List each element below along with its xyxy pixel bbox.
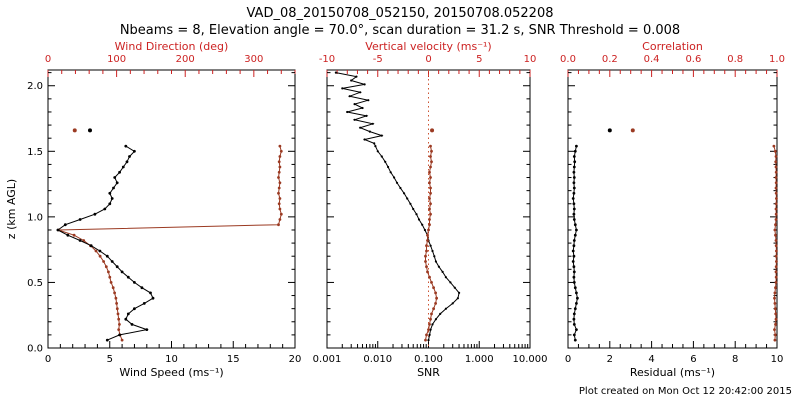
x-axis-top: -10 -5 0 5 10 Vertical velocity (ms⁻¹) (319, 40, 537, 77)
plot-subtitle: Nbeams = 8, Elevation angle = 70.0°, sca… (119, 23, 681, 38)
tick-label: -10 (319, 54, 335, 65)
tick-label: 0.100 (414, 354, 443, 365)
tick-label: 2 (607, 354, 613, 365)
tick-label: 10 (165, 354, 178, 365)
panel-snr: 0.001 0.010 0.100 1.000 10.000 SNR -10 -5 0 5 10 Ve… (313, 40, 548, 379)
plot-title: VAD_08_20150708_052150, 20150708.052208 (246, 6, 554, 21)
tick-label: 8 (732, 354, 738, 365)
x-axis-bottom: 0.001 0.010 0.100 1.000 10.000 SNR (313, 341, 548, 379)
axis-label-top: Correlation (642, 40, 703, 53)
tick-label: 6 (690, 354, 696, 365)
series-wind-direction (56, 128, 283, 342)
x-axis-bottom: 0 2 4 6 8 10 Residual (ms⁻¹) (565, 341, 784, 379)
tick-label: 20 (289, 354, 302, 365)
axis-label-top: Wind Direction (deg) (115, 40, 229, 53)
x-axis-bottom: 0 5 10 15 20 Wind Speed (ms⁻¹) (45, 341, 302, 379)
tick-label: 0 (45, 354, 51, 365)
tick-label: 0 (45, 54, 51, 65)
outlier-vertical-velocity (430, 128, 435, 133)
tick-label: 10.000 (513, 354, 548, 365)
series-snr (334, 71, 461, 342)
y-tick-label: 2.0 (27, 81, 43, 92)
outlier-wind-speed (87, 128, 92, 133)
series-residual (571, 128, 612, 342)
tick-label: -5 (373, 54, 383, 65)
tick-label: 0.2 (602, 54, 618, 65)
y-tick-label: 1.0 (27, 212, 43, 223)
tick-label: 15 (227, 354, 240, 365)
tick-label: 0.010 (363, 354, 392, 365)
outlier-correlation (630, 128, 635, 133)
tick-label: 0 (565, 354, 571, 365)
tick-label: 4 (648, 354, 654, 365)
x-axis-top: 0.0 0.2 0.4 0.6 0.8 1.0 Correlation (560, 40, 785, 77)
y-tick-label: 1.5 (27, 147, 43, 158)
tick-label: 300 (244, 54, 263, 65)
series-wind-speed (56, 128, 155, 342)
tick-label: 200 (176, 54, 195, 65)
y-axis (568, 72, 777, 349)
tick-label: 0.8 (727, 54, 743, 65)
tick-label: 5 (107, 354, 113, 365)
panel-box (47, 69, 296, 349)
tick-label: 1.000 (465, 354, 494, 365)
tick-label: 10 (771, 354, 784, 365)
outlier-wind-direction (72, 128, 77, 133)
panel-box (567, 69, 778, 349)
series-correlation (630, 128, 778, 342)
tick-label: 1.0 (769, 54, 785, 65)
axis-label-bottom: SNR (417, 366, 440, 379)
axis-label-bottom: Wind Speed (ms⁻¹) (119, 366, 223, 379)
tick-label: 0.6 (685, 54, 701, 65)
tick-label: 100 (107, 54, 126, 65)
series-vertical-velocity (424, 128, 438, 342)
axis-label-top: Vertical velocity (ms⁻¹) (365, 40, 491, 53)
panel-residual: 0 2 4 6 8 10 Residual (ms⁻¹) 0.0 0.2 0.4 0.6 0.8 1.0… (560, 40, 785, 379)
x-axis-top: 0 100 200 300 Wind Direction (deg) (45, 40, 296, 77)
tick-label: 5 (476, 54, 482, 65)
y-axis (327, 72, 530, 349)
y-tick-label: 0.0 (27, 344, 43, 355)
y-axis: 0.0 0.5 1.0 1.5 2.0 (27, 72, 295, 355)
tick-label: 0 (425, 54, 431, 65)
tick-label: 0.001 (313, 354, 342, 365)
tick-label: 0.4 (644, 54, 660, 65)
plot-created-timestamp: Plot created on Mon Oct 12 20:42:00 2015 (578, 386, 792, 397)
y-axis-label: z (km AGL) (5, 179, 18, 239)
y-tick-label: 0.5 (27, 278, 43, 289)
tick-label: 10 (524, 54, 537, 65)
panel-wind: 0 5 10 15 20 Wind Speed (ms⁻¹) 0 100 200 300 Wind … (27, 40, 301, 379)
axis-label-bottom: Residual (ms⁻¹) (630, 366, 715, 379)
outlier-residual (607, 128, 612, 133)
tick-label: 0.0 (560, 54, 576, 65)
